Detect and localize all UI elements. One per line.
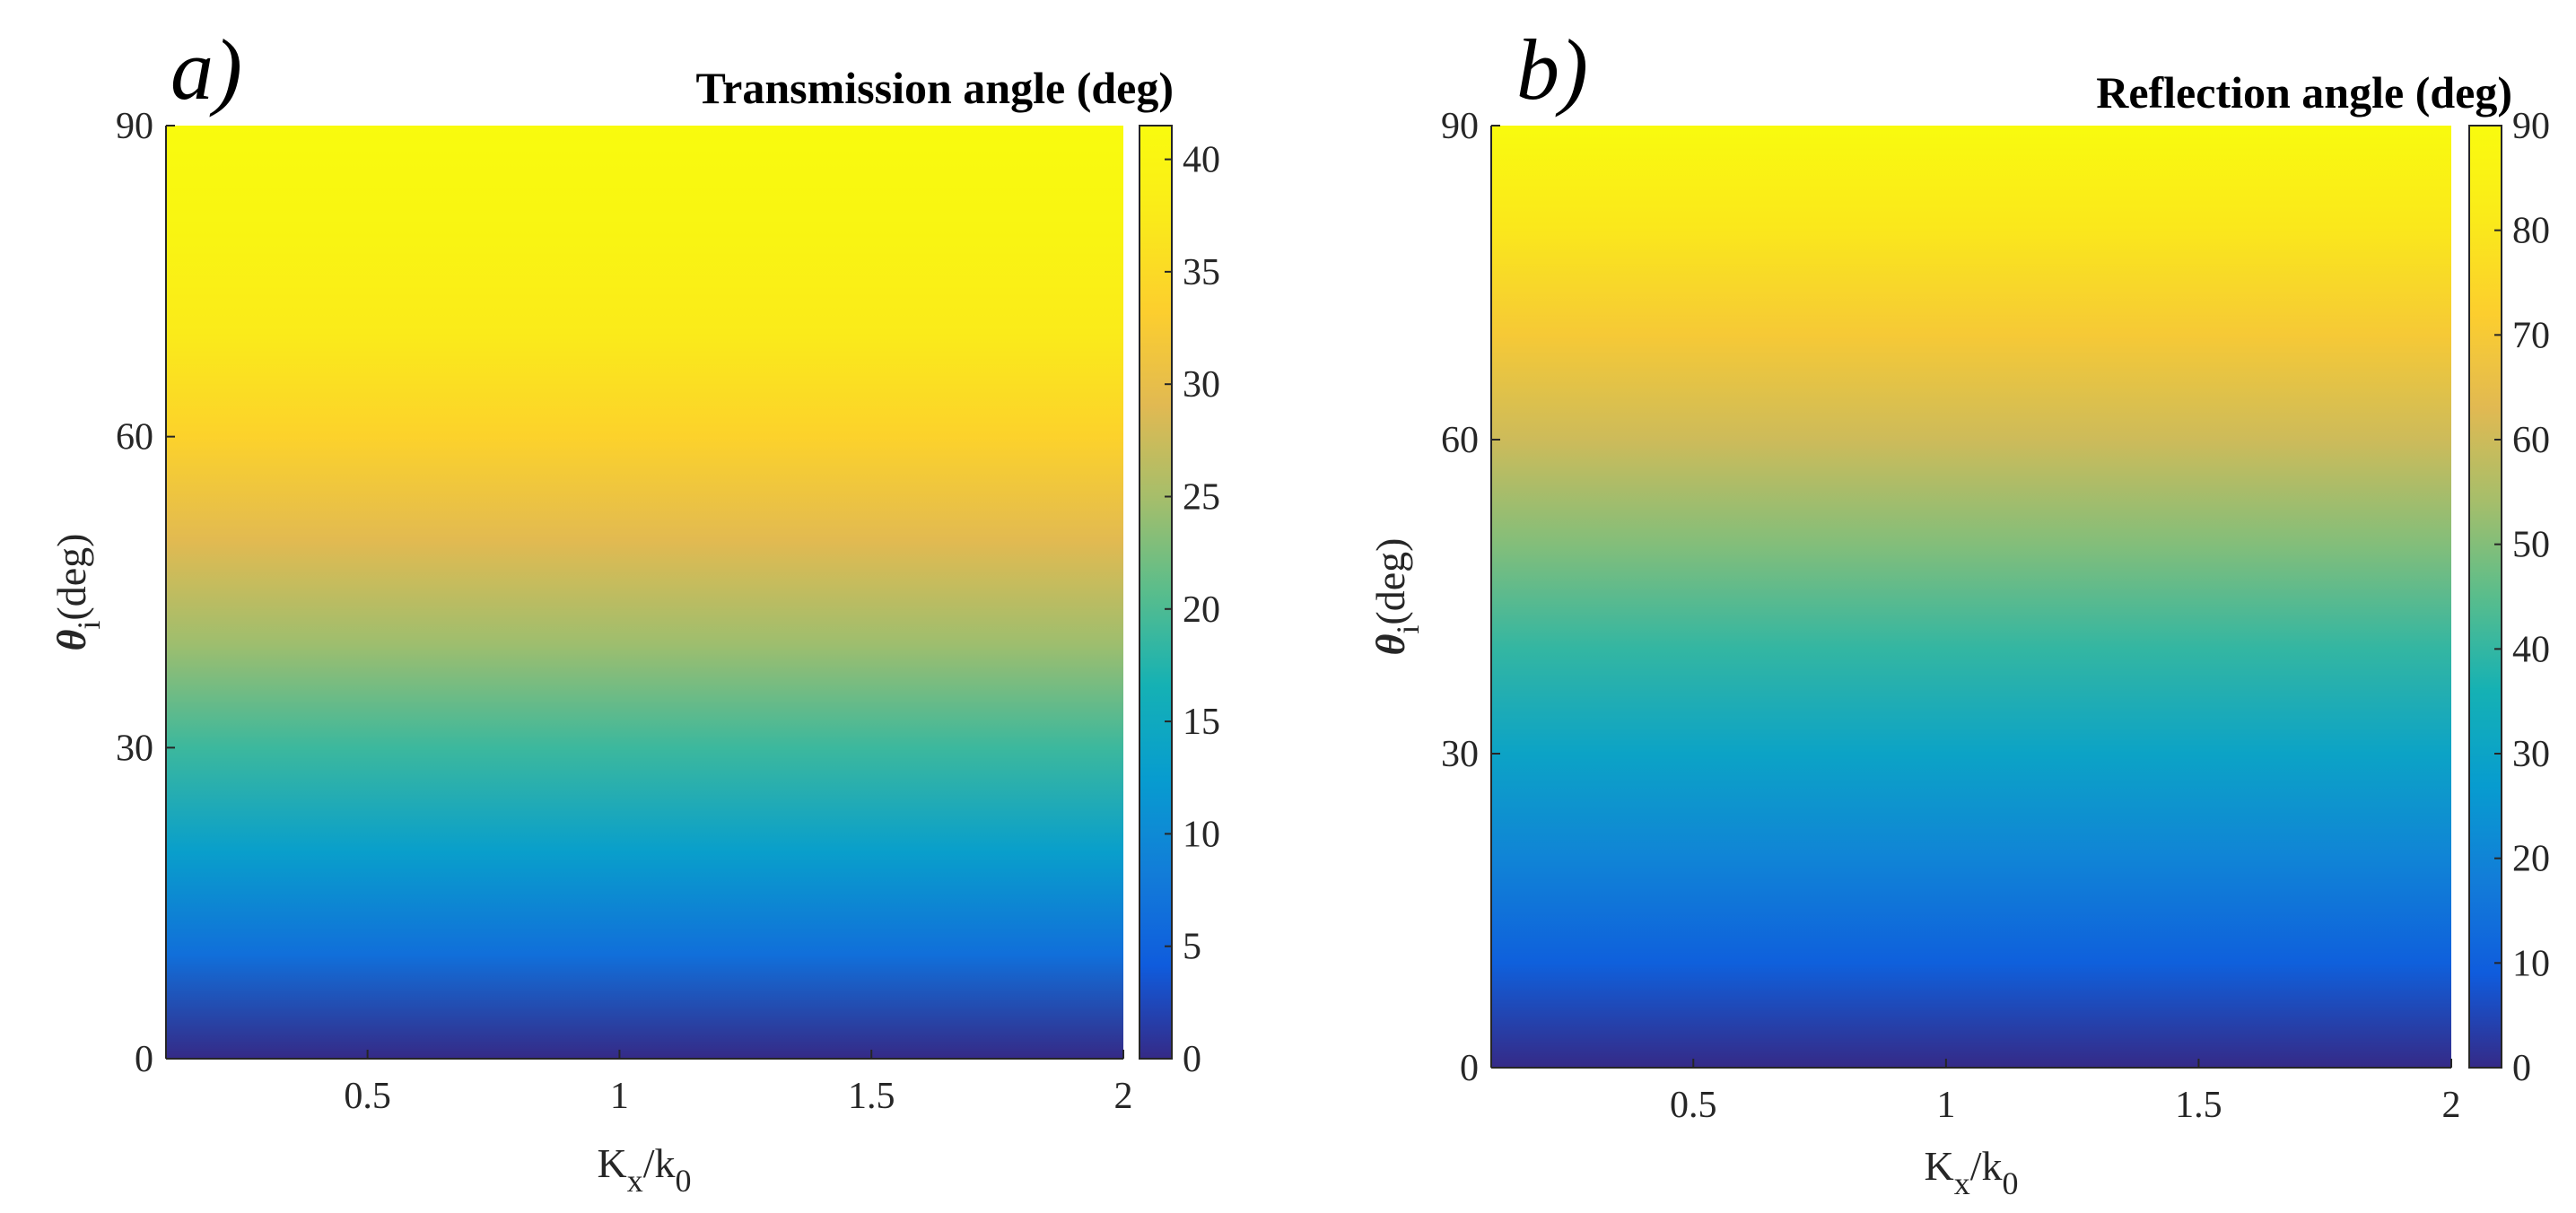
panel-a-heatmap xyxy=(166,126,1123,1059)
y-tick-label: 90 xyxy=(1441,106,1479,147)
x-tick-label: 2 xyxy=(2442,1085,2461,1126)
panel-a-colorbar-ticks: 0 5 10 15 20 25 30 35 40 xyxy=(1165,140,1220,1080)
colorbar-tick-label: 10 xyxy=(2512,943,2550,984)
colorbar-tick-label: 40 xyxy=(2512,629,2550,670)
x-tick-label: 0.5 xyxy=(344,1076,391,1117)
y-tick-label: 90 xyxy=(116,106,153,147)
colorbar-tick-label: 0 xyxy=(2512,1048,2531,1089)
y-tick-label: 30 xyxy=(1441,734,1479,775)
panel-b-colorbar-ticks: 0 10 20 30 40 50 60 70 80 90 xyxy=(2494,106,2550,1089)
panel-b-heatmap xyxy=(1491,126,2451,1068)
colorbar-tick-label: 25 xyxy=(1183,476,1220,518)
colorbar-tick-label: 20 xyxy=(2512,839,2550,880)
colorbar-tick-label: 90 xyxy=(2512,106,2550,147)
y-tick-label: 60 xyxy=(116,417,153,458)
colorbar-tick-label: 10 xyxy=(1183,814,1220,855)
x-tick-label: 1 xyxy=(610,1076,629,1117)
x-tick-label: 2 xyxy=(1114,1076,1133,1117)
panel-a: a) Transmission angle (deg) 0.5 1 1.5 2 0 30… xyxy=(48,22,1220,1199)
y-tick-label: 60 xyxy=(1441,420,1479,461)
colorbar-tick-label: 35 xyxy=(1183,252,1220,293)
y-tick-label: 0 xyxy=(135,1039,153,1080)
colorbar-tick-label: 30 xyxy=(2512,734,2550,775)
panel-b-y-axis-label: θi(deg) xyxy=(1367,538,1426,656)
panel-a-x-ticks: 0.5 1 1.5 2 xyxy=(344,1050,1133,1117)
colorbar-tick-label: 80 xyxy=(2512,211,2550,252)
colorbar-tick-label: 0 xyxy=(1183,1039,1201,1080)
colorbar-tick-label: 60 xyxy=(2512,420,2550,461)
colorbar-tick-label: 20 xyxy=(1183,589,1220,631)
panel-a-y-axis-label: θi(deg) xyxy=(48,534,107,651)
colorbar-tick-label: 50 xyxy=(2512,525,2550,566)
x-tick-label: 1 xyxy=(1936,1085,1955,1126)
panel-a-colorbar xyxy=(1139,125,1173,1060)
panel-a-y-ticks: 0 30 60 90 xyxy=(116,106,175,1080)
panel-b-x-axis-label: Kx/k0 xyxy=(1924,1143,2018,1201)
colorbar-tick-label: 15 xyxy=(1183,702,1220,743)
panel-a-title: Transmission angle (deg) xyxy=(696,63,1174,113)
panel-b-colorbar xyxy=(2468,125,2502,1069)
panel-b: b) Reflection angle (deg) 0.5 1 1.5 2 0 30 60… xyxy=(1367,22,2550,1201)
x-tick-label: 0.5 xyxy=(1670,1085,1717,1126)
y-tick-label: 30 xyxy=(116,728,153,769)
panel-a-label: a) xyxy=(170,22,242,118)
colorbar-tick-label: 5 xyxy=(1183,927,1201,968)
colorbar-tick-label: 70 xyxy=(2512,315,2550,356)
colorbar-tick-label: 30 xyxy=(1183,364,1220,406)
x-tick-label: 1.5 xyxy=(2175,1085,2222,1126)
y-tick-label: 0 xyxy=(1460,1048,1479,1089)
panel-b-x-ticks: 0.5 1 1.5 2 xyxy=(1670,1059,2461,1126)
panel-b-label: b) xyxy=(1516,22,1588,118)
colorbar-tick-label: 40 xyxy=(1183,140,1220,181)
panel-a-x-axis-label: Kx/k0 xyxy=(597,1140,691,1199)
panel-b-title: Reflection angle (deg) xyxy=(2096,67,2512,118)
panel-b-y-ticks: 0 30 60 90 xyxy=(1441,106,1500,1089)
x-tick-label: 1.5 xyxy=(848,1076,895,1117)
